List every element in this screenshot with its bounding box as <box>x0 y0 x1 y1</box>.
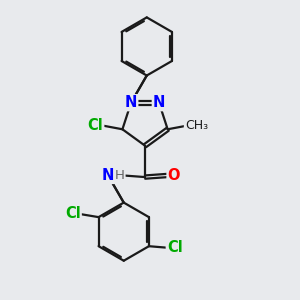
Text: Cl: Cl <box>88 118 103 133</box>
Text: N: N <box>153 95 165 110</box>
Text: CH₃: CH₃ <box>185 119 208 132</box>
Text: O: O <box>167 168 180 183</box>
Text: N: N <box>102 168 114 183</box>
Text: N: N <box>125 95 137 110</box>
Text: Cl: Cl <box>167 240 182 255</box>
Text: Cl: Cl <box>65 206 81 221</box>
Text: H: H <box>115 169 124 182</box>
